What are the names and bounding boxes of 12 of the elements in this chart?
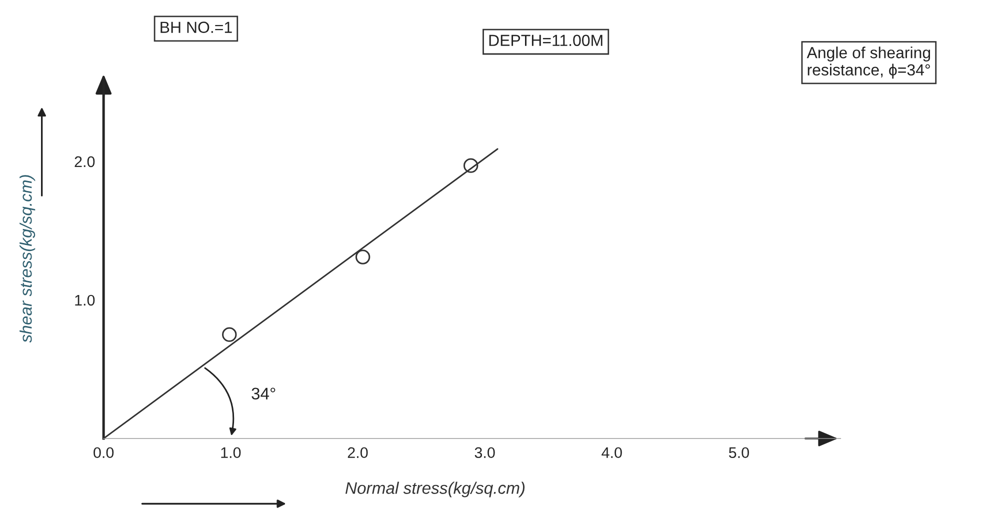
- x-tick-label: 5.0: [728, 447, 749, 458]
- annotation: 34°: [252, 388, 276, 400]
- x-tick-label: 0.0: [94, 447, 114, 458]
- text: BH NO.=1: [160, 22, 232, 33]
- x-tick-label: 3.0: [474, 447, 495, 458]
- y-axis-title: shear stress(kg/sq.cm): [20, 175, 36, 343]
- text: DEPTH=11.00M: [489, 34, 602, 46]
- x-axis-title: Normal stress(kg/sq.cm): [345, 482, 525, 498]
- x-tick-label: 1.0: [221, 447, 241, 458]
- annotation: Angle of shearing resistance, ϕ=34°: [806, 46, 930, 79]
- x-tick-label: 4.0: [602, 447, 622, 458]
- x-tick-label: 2.0: [348, 447, 368, 458]
